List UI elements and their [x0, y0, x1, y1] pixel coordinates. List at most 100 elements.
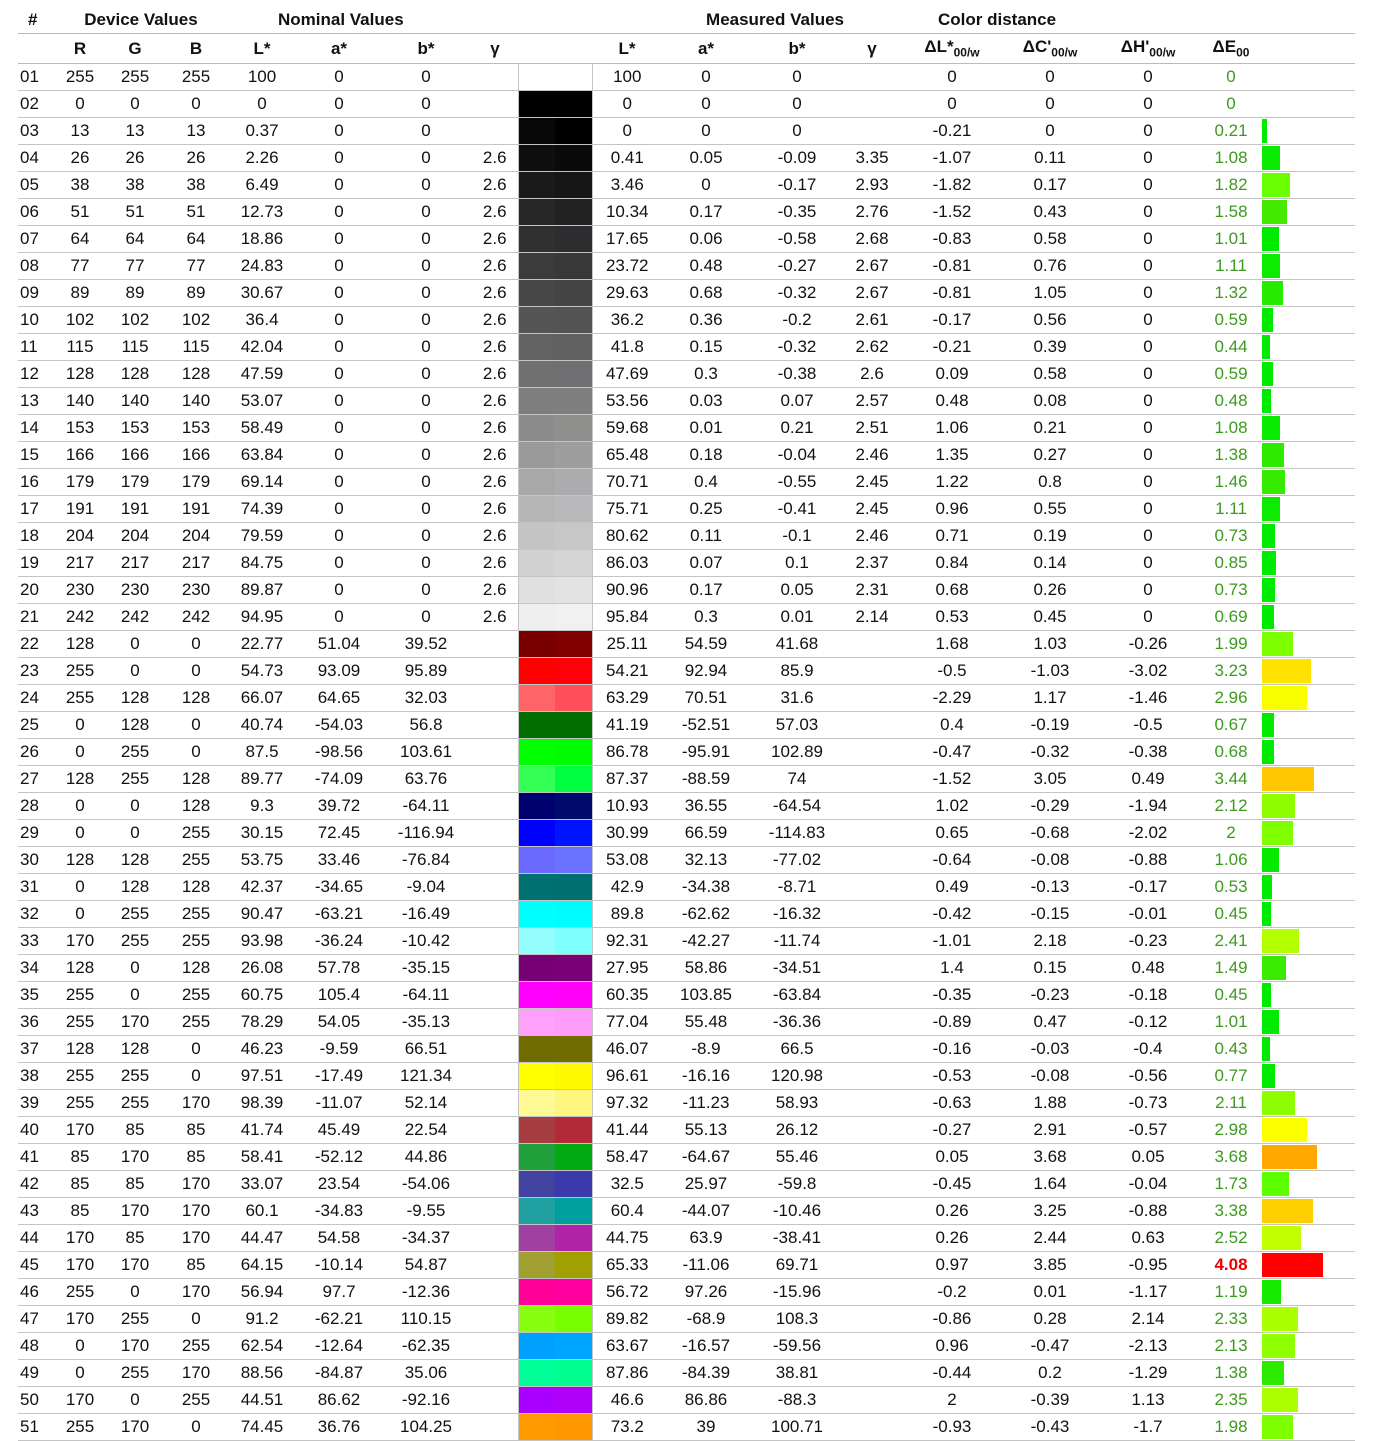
- swatch-nominal: [518, 253, 555, 279]
- cell-measured-gamma: [844, 1089, 900, 1117]
- cell-id: 32: [18, 900, 56, 928]
- cell-nominal-a: 105.4: [298, 981, 380, 1009]
- cell-measured-a: 55.48: [662, 1008, 750, 1036]
- cell-measured-gamma: 2.76: [844, 198, 900, 226]
- delta-e-bar: [1262, 875, 1272, 899]
- cell-measured-a: 0.07: [662, 549, 750, 577]
- color-accuracy-table: # Device Values Nominal Values Measured …: [18, 6, 1355, 1441]
- swatch-box: [518, 1306, 592, 1332]
- cell-measured-l: 63.29: [592, 684, 662, 712]
- cell-delta-l: 0.68: [900, 576, 1004, 604]
- cell-delta-h: 1.13: [1096, 1386, 1200, 1414]
- swatch-box: [518, 793, 592, 819]
- table-row: 16 179 179 179 69.14 0 0 2.6 70.71 0.4 -0.55 2.45 1.…: [18, 468, 1355, 496]
- cell-nominal-a: 0: [298, 225, 380, 253]
- cell-nominal-b: 0: [380, 576, 472, 604]
- swatch-measured: [555, 442, 592, 468]
- cell-nominal-gamma: [472, 981, 518, 1009]
- cell-measured-a: 0.01: [662, 414, 750, 442]
- cell-measured-l: 41.19: [592, 711, 662, 739]
- col-delta-e: ΔE00: [1200, 33, 1262, 64]
- cell-nominal-l: 91.2: [226, 1305, 298, 1333]
- cell-delta-e: 1.11: [1200, 495, 1262, 523]
- cell-measured-a: 0: [662, 117, 750, 145]
- cell-nominal-gamma: [472, 1170, 518, 1198]
- cell-device-b: 204: [166, 522, 226, 550]
- cell-measured-l: 53.56: [592, 387, 662, 415]
- cell-measured-a: 0: [662, 63, 750, 91]
- cell-nominal-l: 66.07: [226, 684, 298, 712]
- cell-nominal-b: 22.54: [380, 1116, 472, 1144]
- cell-id: 17: [18, 495, 56, 523]
- cell-device-r: 0: [56, 738, 104, 766]
- col-delta-e-sub: 00: [1236, 45, 1250, 60]
- cell-nominal-gamma: [472, 1224, 518, 1252]
- swatch-measured: [555, 901, 592, 927]
- cell-delta-h: 0.49: [1096, 765, 1200, 793]
- delta-e-bar: [1262, 1010, 1279, 1034]
- cell-nominal-a: 45.49: [298, 1116, 380, 1144]
- cell-delta-e: 1.82: [1200, 171, 1262, 199]
- delta-e-bar-cell: [1262, 684, 1355, 712]
- table-row: 33 170 255 255 93.98 -36.24 -10.42 92.31 -42.27-…: [18, 927, 1355, 955]
- cell-id: 14: [18, 414, 56, 442]
- cell-delta-e: 1.58: [1200, 198, 1262, 226]
- cell-nominal-a: -17.49: [298, 1062, 380, 1090]
- cell-device-r: 255: [56, 657, 104, 685]
- cell-measured-gamma: [844, 1224, 900, 1252]
- color-swatch: [517, 90, 593, 118]
- cell-delta-l: -1.01: [900, 927, 1004, 955]
- cell-measured-b: -0.04: [750, 441, 844, 469]
- cell-delta-l: 1.06: [900, 414, 1004, 442]
- cell-delta-h: -1.17: [1096, 1278, 1200, 1306]
- cell-measured-gamma: 2.67: [844, 252, 900, 280]
- cell-device-r: 166: [56, 441, 104, 469]
- cell-delta-e: 1.01: [1200, 1008, 1262, 1036]
- swatch-box: [518, 1117, 592, 1143]
- swatch-measured: [555, 577, 592, 603]
- cell-nominal-gamma: [472, 738, 518, 766]
- cell-nominal-l: 22.77: [226, 630, 298, 658]
- cell-measured-l: 44.75: [592, 1224, 662, 1252]
- cell-device-r: 255: [56, 63, 104, 91]
- swatch-nominal: [518, 1036, 555, 1062]
- col-measured-b: b*: [750, 33, 844, 64]
- swatch-nominal: [518, 496, 555, 522]
- delta-e-bar: [1262, 551, 1277, 575]
- cell-delta-h: 0: [1096, 414, 1200, 442]
- swatch-measured: [555, 145, 592, 171]
- swatch-measured: [555, 253, 592, 279]
- cell-nominal-a: 39.72: [298, 792, 380, 820]
- cell-delta-l: -0.47: [900, 738, 1004, 766]
- delta-e-bar: [1262, 1226, 1301, 1250]
- cell-device-r: 13: [56, 117, 104, 145]
- swatch-box: [518, 577, 592, 603]
- cell-id: 47: [18, 1305, 56, 1333]
- cell-id: 01: [18, 63, 56, 91]
- color-swatch: [517, 738, 593, 766]
- cell-nominal-a: 0: [298, 252, 380, 280]
- cell-nominal-gamma: 2.6: [472, 252, 518, 280]
- cell-delta-c: 0: [1004, 63, 1096, 91]
- cell-device-g: 26: [104, 144, 166, 172]
- cell-device-b: 85: [166, 1143, 226, 1171]
- cell-delta-l: 0.84: [900, 549, 1004, 577]
- cell-nominal-gamma: [472, 846, 518, 874]
- cell-measured-a: -16.16: [662, 1062, 750, 1090]
- cell-nominal-b: -9.04: [380, 873, 472, 901]
- cell-nominal-gamma: [472, 927, 518, 955]
- cell-device-g: 77: [104, 252, 166, 280]
- cell-measured-gamma: 2.67: [844, 279, 900, 307]
- cell-measured-b: -8.71: [750, 873, 844, 901]
- cell-measured-b: 31.6: [750, 684, 844, 712]
- cell-nominal-l: 42.37: [226, 873, 298, 901]
- cell-nominal-a: 0: [298, 63, 380, 91]
- cell-measured-a: -16.57: [662, 1332, 750, 1360]
- cell-measured-b: -0.27: [750, 252, 844, 280]
- cell-measured-gamma: 2.45: [844, 495, 900, 523]
- cell-nominal-l: 47.59: [226, 360, 298, 388]
- swatch-nominal: [518, 1090, 555, 1116]
- table-row: 20 230 230 230 89.87 0 0 2.6 90.96 0.17 0.05 2.31 0.…: [18, 576, 1355, 604]
- swatch-measured: [555, 1144, 592, 1170]
- cell-delta-l: 1.35: [900, 441, 1004, 469]
